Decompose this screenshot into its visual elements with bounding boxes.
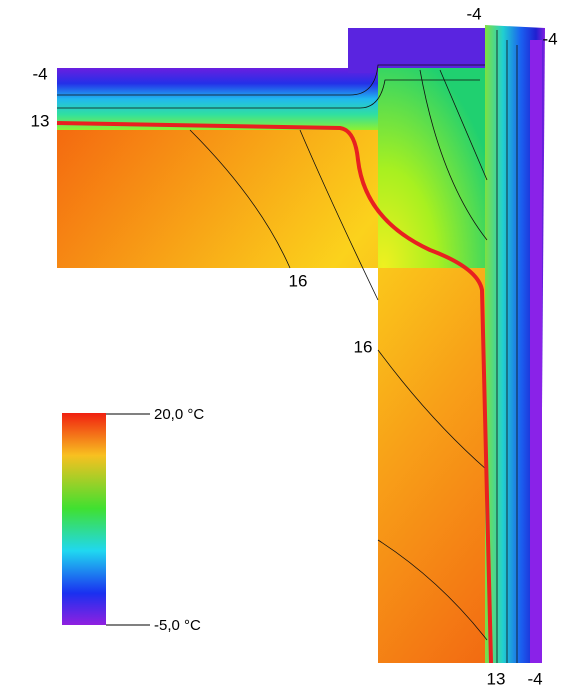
isotherm-label: 13: [487, 669, 506, 688]
isotherms: [57, 30, 518, 663]
legend: 20,0 °C -5,0 °C: [62, 406, 204, 634]
isotherm-label: 16: [289, 271, 308, 290]
parapet-top: [348, 28, 487, 73]
isotherm-label: -4: [542, 29, 557, 48]
isotherm-13: [56, 121, 493, 664]
isotherm-label: 13: [31, 111, 50, 130]
isotherm-label: -4: [466, 4, 481, 23]
corner-block: [378, 68, 487, 268]
legend-min: -5,0 °C: [154, 617, 201, 634]
section: [56, 25, 545, 664]
color-scale: [62, 413, 106, 625]
legend-max: 20,0 °C: [154, 406, 204, 423]
isotherm-label: 16: [354, 337, 373, 356]
outer-layer: [530, 40, 542, 663]
isotherm-label: -4: [32, 64, 47, 83]
isotherm-label: -4: [527, 669, 542, 688]
